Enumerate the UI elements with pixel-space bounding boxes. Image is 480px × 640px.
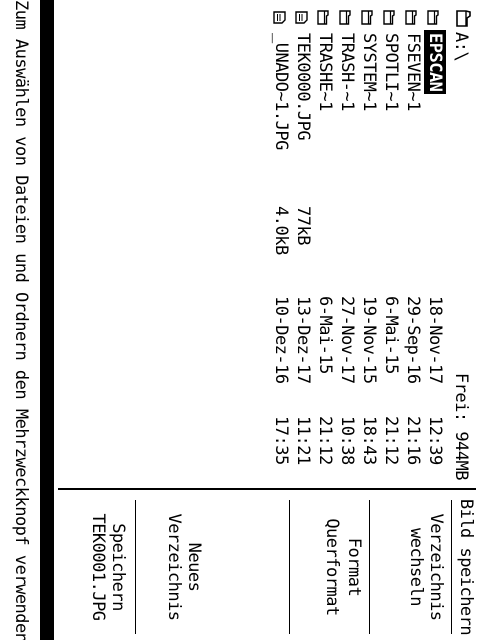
save-button[interactable]: Speichern TEK0001.JPG <box>88 496 128 638</box>
folder-icon <box>427 10 443 26</box>
file-icon <box>295 10 311 26</box>
file-name: TRASHE~1 <box>315 33 335 111</box>
file-name: SPOTLI~1 <box>381 33 401 111</box>
change-directory-line2: wechseln <box>406 528 426 606</box>
file-date: 19-Nov-15 <box>359 296 379 384</box>
file-time: 18:43 <box>359 416 379 465</box>
file-date: 29-Sep-16 <box>403 296 423 384</box>
hint-text: Zum Auswählen von Dateien und Ordnern de… <box>11 0 31 640</box>
file-row[interactable]: SYSTEM~1 19-Nov-15 18:43 <box>358 6 380 488</box>
status-bar <box>40 0 54 640</box>
file-browser: A:\ Frei: 944MB EPSCAN 18-Nov-17 12:39 FSEV… <box>58 6 476 490</box>
file-date: 18-Nov-17 <box>425 296 445 384</box>
file-time: 21:16 <box>403 416 423 465</box>
current-path: A:\ <box>451 32 471 62</box>
file-icon <box>273 10 289 26</box>
change-directory-line1: Verzeichnis <box>426 513 446 621</box>
file-row[interactable]: TRASH-~1 27-Nov-17 10:38 <box>336 6 358 488</box>
format-value: Querformat <box>322 518 342 616</box>
file-time: 17:35 <box>271 416 291 465</box>
save-line2: TEK0001.JPG <box>88 513 108 621</box>
file-name: FSEVEN~1 <box>403 33 423 111</box>
file-name: EPSCAN <box>424 30 446 95</box>
file-date: 13-Dez-17 <box>293 296 313 384</box>
file-row[interactable]: _UNADO~1.JPG 4.0kB 10-Dez-16 17:35 <box>270 6 292 488</box>
format-label: Format <box>344 537 364 597</box>
format-button[interactable]: Format Querformat <box>322 496 364 638</box>
file-date: 27-Nov-17 <box>337 296 357 384</box>
file-name: SYSTEM~1 <box>359 33 379 111</box>
file-time: 11:21 <box>293 416 313 465</box>
file-date: 10-Dez-16 <box>271 296 291 384</box>
drive-icon <box>451 10 472 28</box>
panel-title: Bild speichern <box>456 498 476 636</box>
divider <box>289 500 290 634</box>
file-row[interactable]: TRASHE~1 6-Mai-15 21:12 <box>314 6 336 488</box>
file-name: TEK0000.JPG <box>293 33 313 141</box>
divider <box>451 500 452 634</box>
file-time: 10:38 <box>337 416 357 465</box>
free-space-label: Frei: 944MB <box>451 372 471 480</box>
save-line1: Speichern <box>108 523 128 611</box>
file-name: TRASH-~1 <box>337 33 357 111</box>
file-time: 12:39 <box>425 416 445 465</box>
folder-icon <box>317 10 333 26</box>
side-panel: Bild speichern Verzeichnis wechseln Form… <box>56 496 476 640</box>
file-size: 77kB <box>293 206 313 245</box>
folder-icon <box>405 10 421 26</box>
new-directory-button[interactable]: Neues Verzeichnis <box>164 496 204 638</box>
new-directory-line1: Neues <box>184 542 204 592</box>
file-date: 6-Mai-15 <box>381 296 401 374</box>
divider <box>135 500 136 634</box>
change-directory-button[interactable]: Verzeichnis wechseln <box>406 496 446 638</box>
file-row[interactable]: SPOTLI~1 6-Mai-15 21:12 <box>380 6 402 488</box>
new-directory-line2: Verzeichnis <box>164 513 184 621</box>
file-date: 6-Mai-15 <box>315 296 335 374</box>
file-name: _UNADO~1.JPG <box>271 33 291 150</box>
file-row[interactable]: FSEVEN~1 29-Sep-16 21:16 <box>402 6 424 488</box>
folder-icon <box>361 10 377 26</box>
file-time: 21:12 <box>315 416 335 465</box>
file-list[interactable]: EPSCAN 18-Nov-17 12:39 FSEVEN~1 29-Sep-16 21:… <box>270 6 446 488</box>
file-row[interactable]: EPSCAN 18-Nov-17 12:39 <box>424 6 446 488</box>
file-row[interactable]: TEK0000.JPG 77kB 13-Dez-17 11:21 <box>292 6 314 488</box>
folder-icon <box>383 10 399 26</box>
path-bar: A:\ <box>448 6 474 61</box>
file-size: 4.0kB <box>271 206 291 255</box>
folder-icon <box>339 10 355 26</box>
file-time: 21:12 <box>381 416 401 465</box>
divider <box>369 500 370 634</box>
